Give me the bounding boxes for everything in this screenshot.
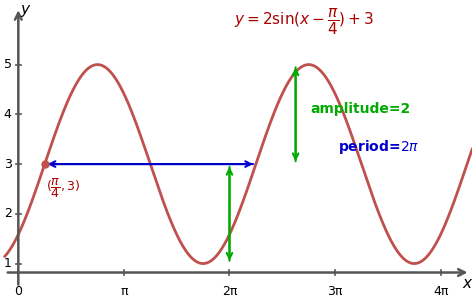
Text: y: y — [20, 2, 29, 17]
Text: 4: 4 — [4, 108, 11, 121]
Text: amplitude=2: amplitude=2 — [311, 102, 411, 116]
Text: 5: 5 — [4, 58, 11, 71]
Text: π: π — [120, 285, 128, 298]
Text: $(\dfrac{\pi}{4}, 3)$: $(\dfrac{\pi}{4}, 3)$ — [46, 176, 81, 200]
Text: period=$2\pi$: period=$2\pi$ — [337, 138, 419, 156]
Text: $y = 2\sin(x - \dfrac{\pi}{4}) + 3$: $y = 2\sin(x - \dfrac{\pi}{4}) + 3$ — [234, 8, 374, 37]
Text: 3: 3 — [4, 157, 11, 171]
Text: 0: 0 — [14, 285, 22, 298]
Text: 2: 2 — [4, 207, 11, 220]
Text: 1: 1 — [4, 257, 11, 270]
Text: x: x — [463, 276, 472, 291]
Text: 4π: 4π — [433, 285, 448, 298]
Text: 2π: 2π — [222, 285, 237, 298]
Text: 3π: 3π — [328, 285, 343, 298]
